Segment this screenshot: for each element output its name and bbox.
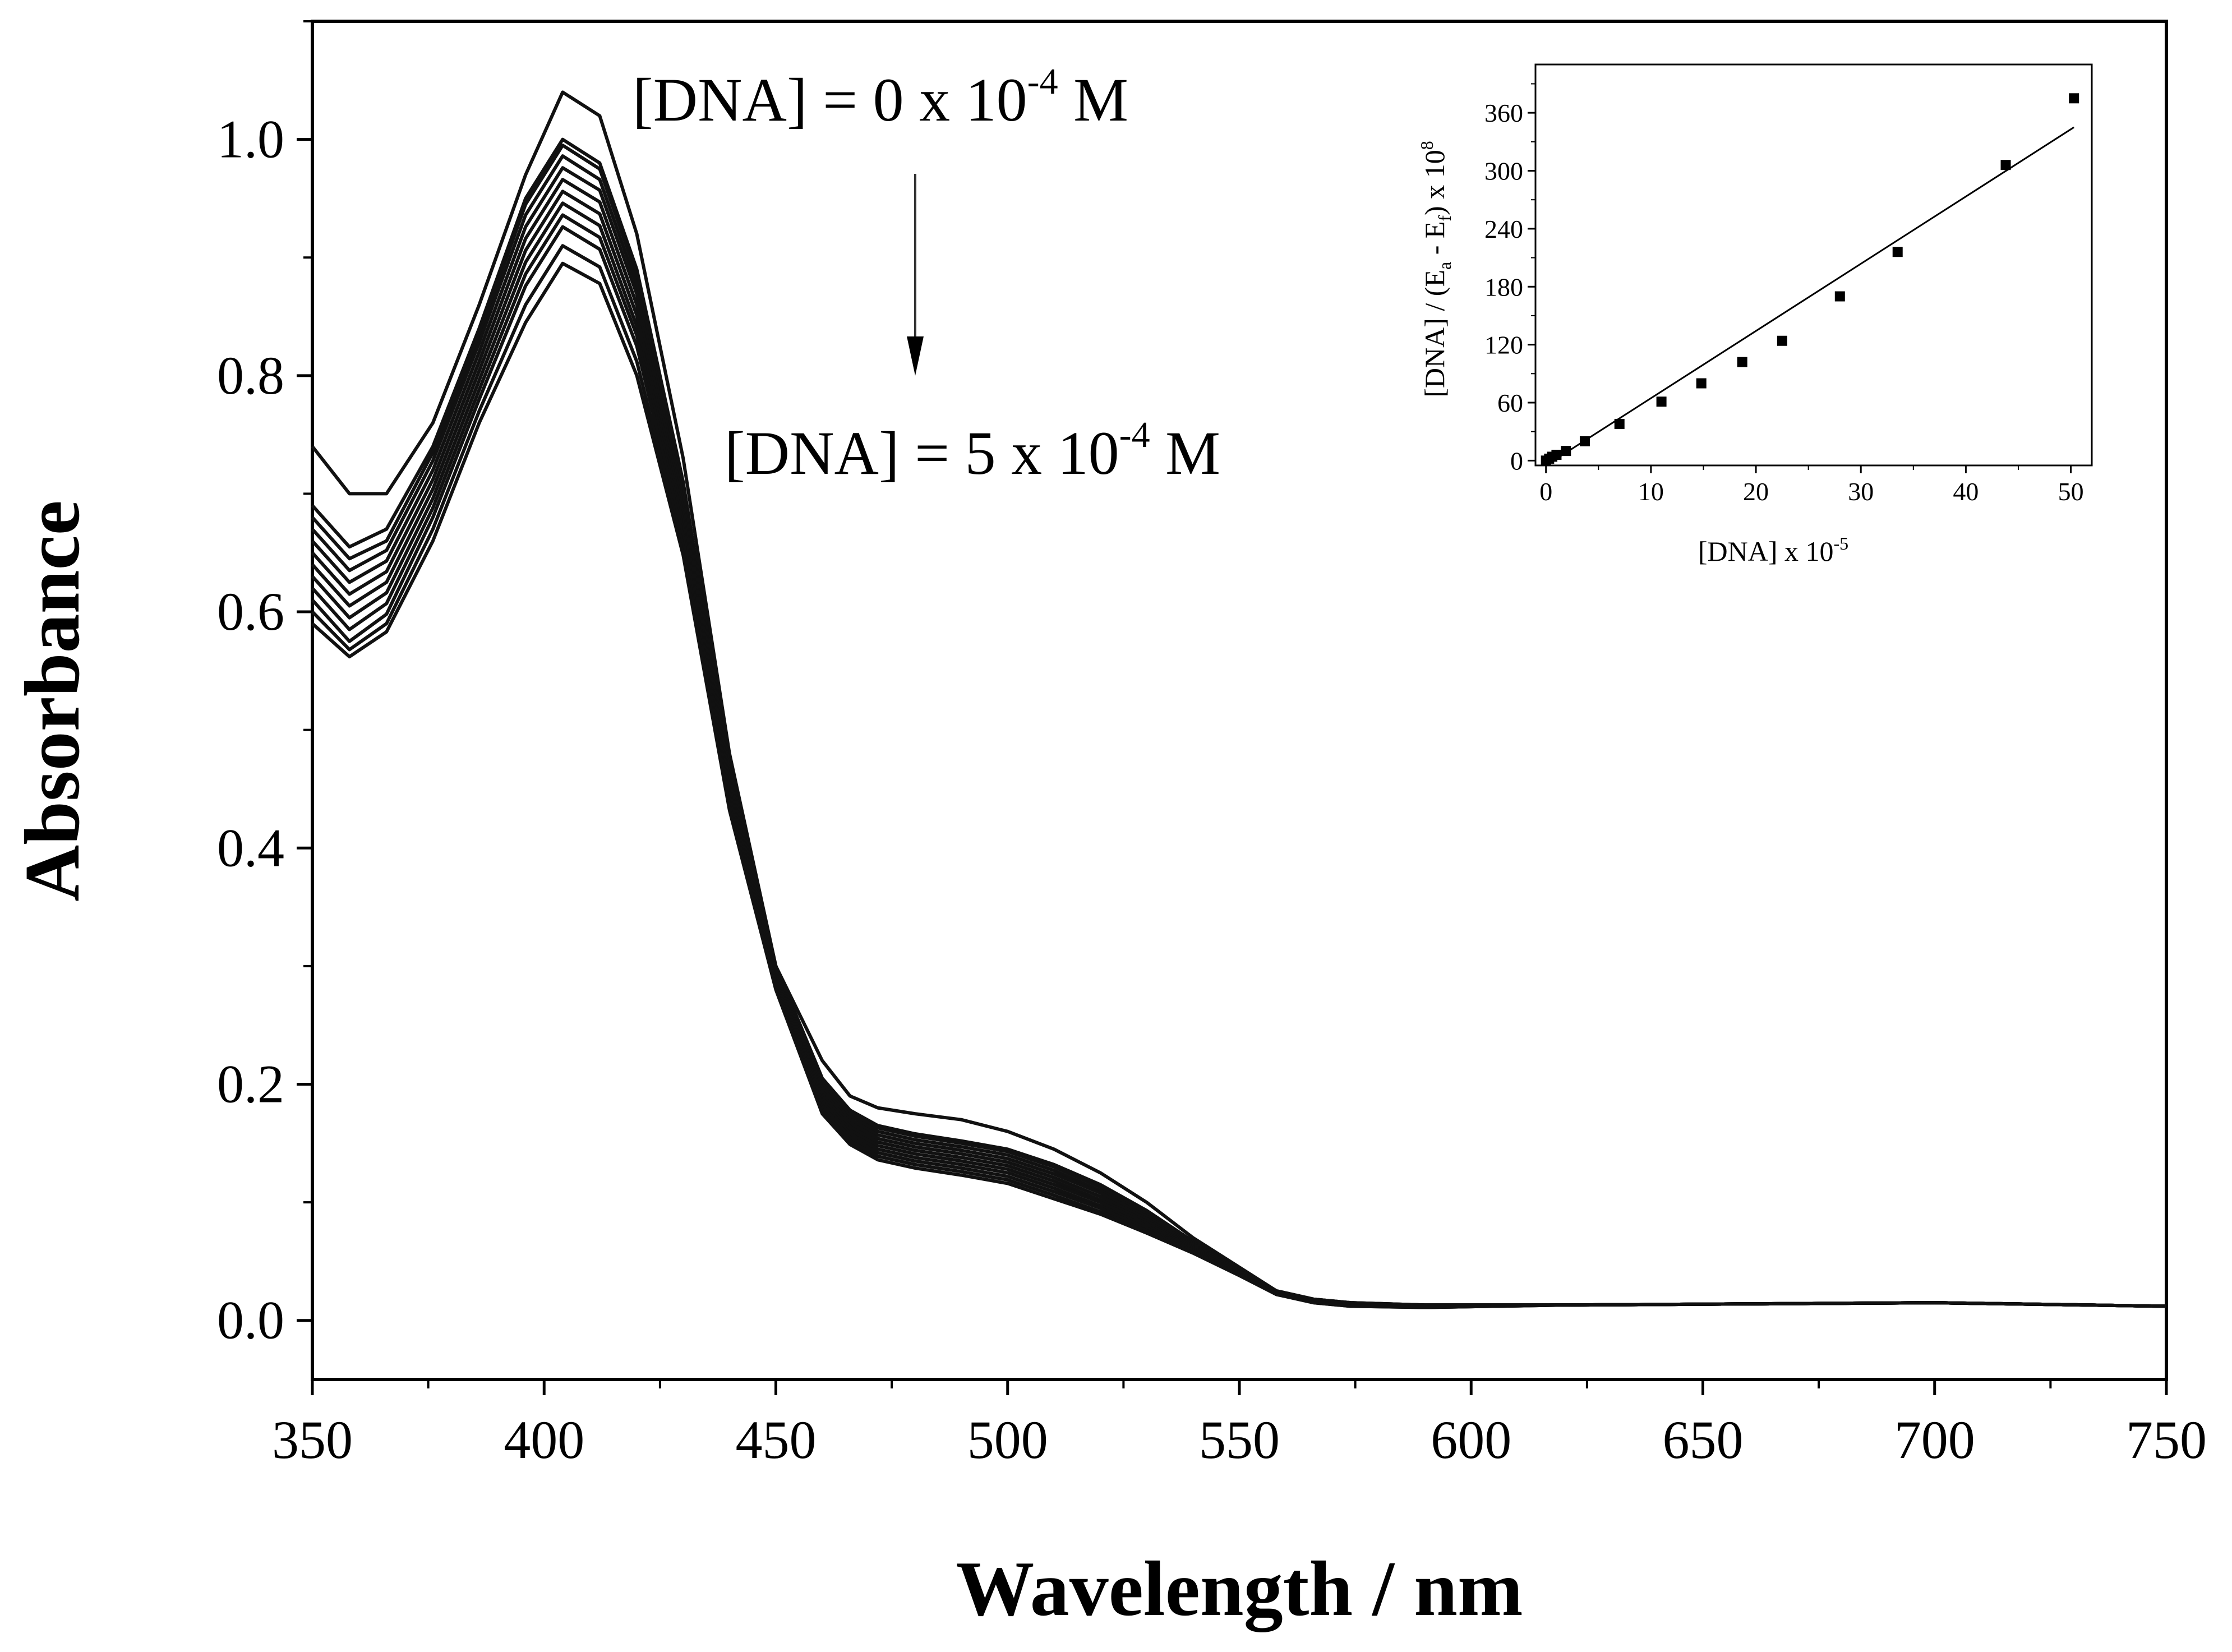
main-x-tick-label: 750 (2126, 1410, 2207, 1470)
inset-x-tick-label: 40 (1953, 477, 1979, 506)
trend-arrow-head (907, 336, 924, 376)
inset-y-axis-title-mid: - E (1419, 222, 1450, 262)
x-axis-title: Wavelength / nm (956, 1545, 1523, 1632)
main-y-tick-label: 1.0 (217, 109, 284, 169)
inset-y-ticks: 0 60 120 180 240 300 360 (1484, 83, 1535, 475)
inset-x-tick-label: 30 (1848, 477, 1874, 506)
inset-x-axis-title-exponent: -5 (1833, 533, 1848, 553)
main-x-tick-label: 600 (1431, 1410, 1511, 1470)
y-axis-title: Absorbance (9, 500, 96, 902)
main-y-tick-label: 0.0 (217, 1290, 284, 1350)
inset-y-tick-label: 60 (1497, 389, 1523, 417)
main-series-group (311, 90, 2167, 1309)
inset-data-point (1834, 291, 1845, 302)
inset-x-tick-label: 50 (2058, 477, 2084, 506)
main-x-ticks: 350 400 450 500 550 600 650 700 750 (272, 1379, 2207, 1470)
main-x-tick-label: 650 (1663, 1410, 1744, 1470)
inset-data-point (1656, 396, 1667, 407)
main-y-tick-label: 0.2 (217, 1054, 284, 1114)
inset-data-point (2069, 93, 2079, 104)
inset-y-tick-label: 180 (1484, 273, 1523, 301)
annotation-top-exponent: -4 (1027, 61, 1058, 102)
inset-y-axis-title-sub-a: a (1435, 262, 1455, 270)
inset-data-point (1579, 436, 1590, 446)
inset-y-axis-title: [DNA] / (Ea - Ef) x 108 (1417, 141, 1455, 397)
inset-fit-group (1545, 126, 2074, 467)
inset-x-axis-title: [DNA] x 10-5 (1698, 533, 1848, 567)
inset-data-point (1892, 247, 1903, 257)
inset-x-ticks: 0 10 20 30 40 50 (1539, 465, 2084, 506)
main-x-tick-label: 350 (272, 1410, 353, 1470)
inset-data-point (1777, 335, 1787, 346)
inset-y-tick-label: 240 (1484, 215, 1523, 243)
annotation-bottom-exponent: -4 (1119, 414, 1150, 455)
main-x-tick-label: 700 (1894, 1410, 1975, 1470)
annotation-top-text: [DNA] = 0 x 10 (633, 66, 1027, 134)
inset-y-tick-label: 120 (1484, 331, 1523, 359)
annotation-bottom-text: [DNA] = 5 x 10 (725, 419, 1119, 487)
inset-data-point (1614, 418, 1625, 429)
main-x-tick-label: 450 (736, 1410, 817, 1470)
inset-y-tick-label: 0 (1510, 446, 1523, 475)
inset-y-axis-title-text: [DNA] / (E (1419, 270, 1450, 398)
inset-linear-fit-line (1545, 126, 2074, 467)
main-y-tick-label: 0.6 (217, 582, 284, 642)
annotation-bottom: [DNA] = 5 x 10-4 M (725, 414, 1220, 487)
inset-data-point (1737, 357, 1747, 367)
main-x-tick-label: 400 (504, 1410, 584, 1470)
inset-y-tick-label: 300 (1484, 157, 1523, 186)
annotation-top: [DNA] = 0 x 10-4 M (633, 61, 1128, 134)
inset-y-axis-title-end: ) x 10 (1419, 150, 1450, 215)
main-x-tick-label: 500 (967, 1410, 1048, 1470)
inset-data-point (1696, 378, 1707, 389)
main-y-tick-label: 0.4 (217, 818, 284, 878)
inset-x-tick-label: 10 (1638, 477, 1664, 506)
inset-data-point (1551, 450, 1562, 460)
inset-y-axis-title-exponent: 8 (1417, 141, 1437, 150)
inset-y-axis-title-sub-f: f (1435, 215, 1455, 222)
main-x-tick-label: 550 (1199, 1410, 1280, 1470)
main-y-tick-label: 0.8 (217, 345, 284, 405)
main-y-ticks: 0.0 0.2 0.4 0.6 0.8 1.0 (217, 20, 312, 1350)
inset-chart: 0 10 20 30 40 50 0 60 120 180 240 300 360 [DNA] x 1… (1417, 63, 2093, 567)
inset-plot-frame (1534, 63, 2093, 467)
main-chart: 350 400 450 500 550 600 650 700 750 0.00.20.40.6… (9, 20, 2207, 1632)
absorption-spectrum-12 (311, 261, 2167, 1309)
inset-points-group (1541, 93, 2079, 466)
inset-x-tick-label: 0 (1539, 477, 1552, 506)
inset-x-axis-title-text: [DNA] x 10 (1698, 536, 1834, 567)
inset-y-tick-label: 360 (1484, 99, 1523, 127)
inset-x-tick-label: 20 (1743, 477, 1769, 506)
inset-data-point (2000, 160, 2011, 170)
annotation-bottom-unit: M (1150, 419, 1220, 487)
annotation-top-unit: M (1058, 66, 1128, 134)
inset-data-point (1561, 446, 1571, 456)
